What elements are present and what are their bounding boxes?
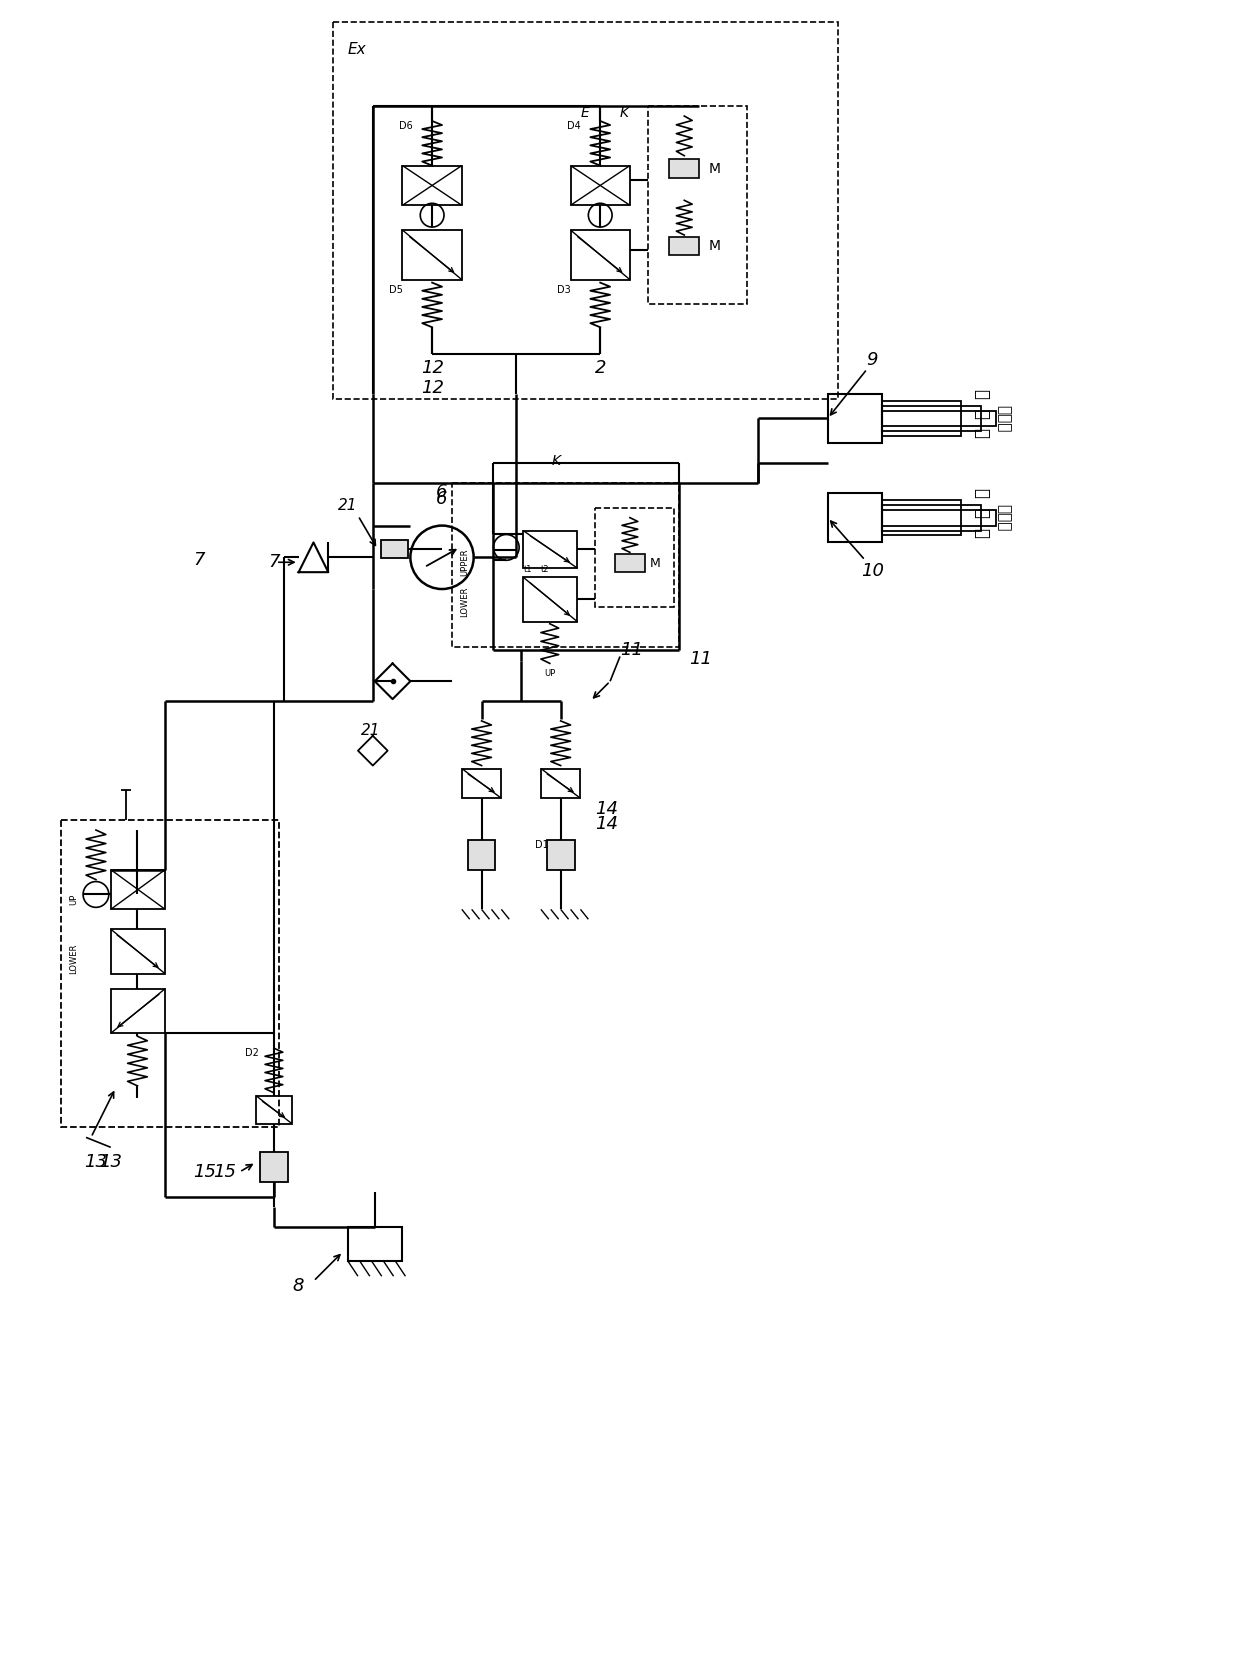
Bar — [461, 769, 501, 799]
Text: D3: D3 — [557, 284, 570, 294]
Text: 2: 2 — [594, 359, 606, 377]
Bar — [570, 231, 630, 279]
Bar — [541, 769, 580, 799]
Text: 缸: 缸 — [972, 429, 990, 439]
Bar — [615, 555, 645, 571]
Bar — [882, 505, 981, 530]
Text: 7: 7 — [193, 551, 205, 570]
Bar — [827, 394, 882, 443]
Bar — [882, 405, 981, 432]
Text: 11: 11 — [689, 649, 712, 668]
Text: 21: 21 — [361, 723, 381, 739]
Text: 14: 14 — [595, 801, 619, 819]
Text: M: M — [650, 556, 661, 570]
Bar — [523, 576, 578, 621]
Text: UPPER: UPPER — [460, 548, 469, 576]
Text: 左: 左 — [972, 389, 990, 399]
Text: 12: 12 — [420, 379, 444, 397]
Text: M: M — [709, 161, 720, 176]
Bar — [110, 988, 165, 1033]
Bar — [110, 928, 165, 973]
Text: t2: t2 — [541, 565, 549, 575]
Text: 前: 前 — [972, 508, 990, 518]
Text: 7: 7 — [268, 553, 280, 571]
Text: D6: D6 — [398, 121, 413, 131]
Text: LOWER: LOWER — [460, 586, 469, 618]
Text: 8: 8 — [293, 1277, 304, 1296]
Bar — [882, 500, 961, 535]
Text: LOWER: LOWER — [69, 943, 78, 973]
Text: 15: 15 — [193, 1163, 216, 1181]
Text: 缸: 缸 — [972, 528, 990, 538]
Bar — [403, 166, 461, 206]
Text: 9: 9 — [867, 350, 878, 369]
Bar — [403, 231, 461, 279]
Text: D5: D5 — [388, 284, 403, 294]
Bar — [451, 483, 680, 646]
Bar — [670, 159, 699, 178]
Bar — [647, 106, 746, 304]
Text: D2: D2 — [246, 1048, 259, 1058]
Bar — [260, 1153, 288, 1183]
Text: t1: t1 — [525, 565, 533, 575]
Text: 右: 右 — [972, 488, 990, 498]
Bar — [882, 510, 996, 525]
Text: 15: 15 — [213, 1163, 236, 1181]
Text: Ex: Ex — [348, 42, 367, 56]
Text: 6: 6 — [436, 483, 448, 500]
Text: UP: UP — [544, 669, 556, 678]
Text: 左前缸: 左前缸 — [996, 405, 1011, 432]
Text: M: M — [709, 239, 720, 252]
Bar — [381, 540, 408, 558]
Text: 6: 6 — [436, 490, 448, 508]
Bar — [827, 493, 882, 543]
Bar — [595, 508, 675, 606]
Bar — [110, 870, 165, 909]
Bar — [467, 840, 496, 870]
Bar — [348, 1227, 403, 1261]
Bar — [570, 166, 630, 206]
Bar — [882, 400, 961, 437]
Text: E: E — [580, 106, 589, 120]
Text: D4: D4 — [567, 121, 580, 131]
Bar — [547, 840, 574, 870]
Text: 11: 11 — [620, 641, 644, 658]
Text: 13: 13 — [99, 1153, 123, 1171]
Text: 10: 10 — [861, 563, 884, 580]
Bar — [670, 238, 699, 254]
Bar — [334, 22, 837, 399]
Text: K: K — [620, 106, 629, 120]
Bar — [257, 1096, 291, 1123]
Text: UP: UP — [69, 894, 78, 905]
Text: 12: 12 — [420, 359, 444, 377]
Text: 13: 13 — [84, 1153, 108, 1171]
Text: 前: 前 — [972, 409, 990, 419]
Text: 右前缸: 右前缸 — [996, 503, 1011, 532]
Text: 21: 21 — [339, 498, 358, 513]
Bar — [882, 410, 996, 427]
Bar — [61, 821, 279, 1128]
Text: D1: D1 — [534, 840, 549, 850]
Text: K: K — [551, 453, 560, 468]
Text: 14: 14 — [595, 816, 619, 834]
Bar — [523, 530, 578, 568]
